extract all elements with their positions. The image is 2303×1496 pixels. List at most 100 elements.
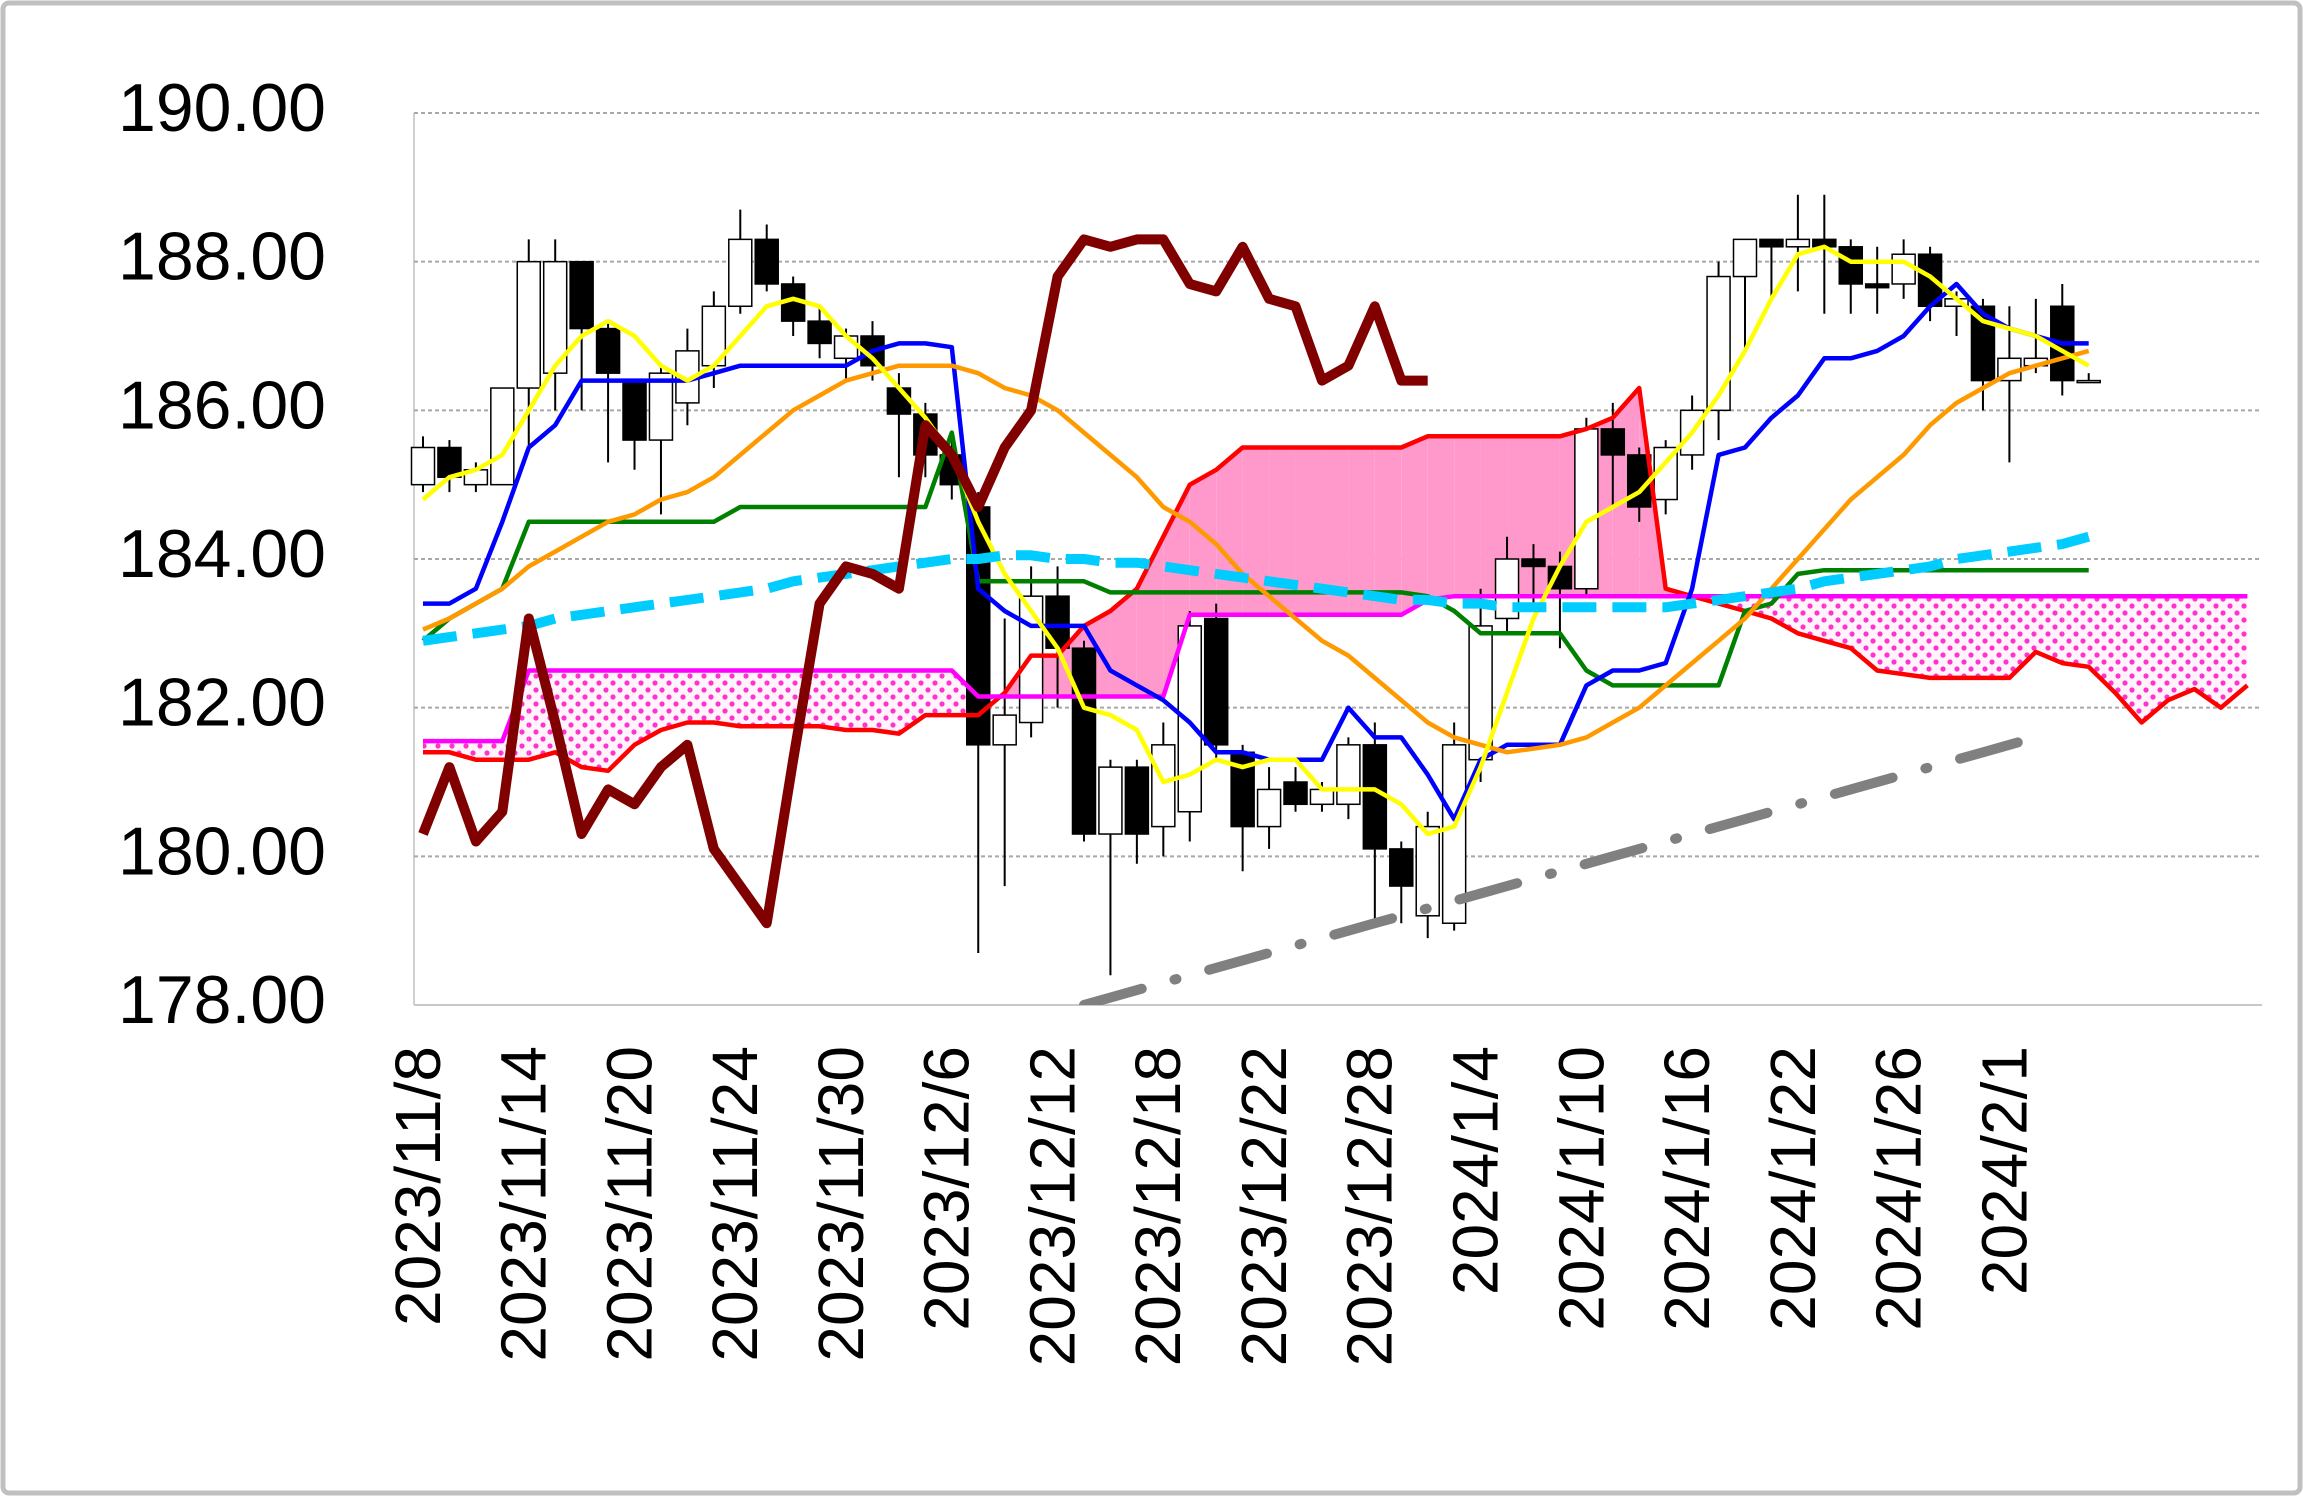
line-series <box>422 531 2091 646</box>
candle-body <box>1336 744 1361 806</box>
cloud-segment <box>2141 596 2169 723</box>
cloud-segment <box>1295 447 1322 615</box>
candle-body <box>1838 246 1864 285</box>
x-tick-label: 2023/12/28 <box>1334 1046 1406 1366</box>
candle-body <box>1600 428 1626 456</box>
cloud-segment <box>687 670 714 723</box>
x-tick-label: 2024/1/26 <box>1863 1046 1935 1331</box>
cloud-segment <box>1321 447 1349 615</box>
candle-body <box>1203 617 1229 746</box>
candle-body <box>648 372 674 441</box>
cloud-segment <box>2194 596 2221 708</box>
candle-body <box>1309 788 1335 806</box>
x-tick-label: 2024/1/22 <box>1757 1046 1829 1331</box>
x-tick-label: 2023/11/20 <box>593 1046 665 1362</box>
cloud-segment <box>1348 447 1375 615</box>
cloud-segment <box>1110 588 1137 697</box>
x-tick-label: 2023/11/30 <box>805 1046 877 1362</box>
candle-body <box>1283 781 1308 806</box>
cloud-segment <box>846 670 873 730</box>
cloud-segment <box>1480 436 1508 597</box>
cloud-segment <box>1771 596 1798 634</box>
candle-body <box>1098 766 1123 835</box>
line-series <box>423 593 2248 744</box>
cloud-segment <box>1877 596 1904 675</box>
cloud-segment <box>740 670 767 727</box>
line-series <box>423 385 2249 774</box>
cloud-segment <box>449 741 476 760</box>
cloud-segment <box>1956 596 1983 678</box>
line-series <box>1079 732 2041 1005</box>
candle-body <box>833 335 859 360</box>
candle-body <box>1441 744 1467 924</box>
cloud-segment <box>2168 596 2195 701</box>
candle-body <box>1256 788 1282 828</box>
candle-body <box>410 446 436 486</box>
x-tick-label: 2023/11/24 <box>699 1046 771 1362</box>
candle-body <box>569 260 594 330</box>
candle-body <box>1389 848 1414 887</box>
cloud-segment <box>872 670 899 734</box>
candle-body <box>516 260 542 389</box>
cloud-segment <box>766 670 794 727</box>
line-series <box>423 281 2089 822</box>
cloud-segment <box>1401 436 1428 615</box>
x-tick-label: 2023/11/14 <box>488 1046 560 1362</box>
candle-body <box>1071 647 1097 835</box>
cloud-segment <box>581 670 609 771</box>
candle-body <box>1521 558 1546 568</box>
cloud-segment <box>1507 436 1534 597</box>
candle-body <box>1177 625 1203 813</box>
cloud-segment <box>925 670 952 716</box>
cloud-segment <box>2220 596 2248 708</box>
cloud-segment <box>1797 596 1825 641</box>
cloud-segment <box>475 741 503 760</box>
candle-body <box>2076 379 2101 384</box>
candle-body <box>542 260 568 374</box>
cloud-segment <box>713 670 741 727</box>
x-tick-label: 2024/1/16 <box>1651 1046 1723 1331</box>
cloud-segment <box>2062 596 2089 667</box>
cloud-segment <box>423 741 450 753</box>
cloud-segment <box>634 670 661 745</box>
candle-body <box>1891 253 1916 285</box>
line-series <box>422 348 2090 755</box>
cloud-segment <box>1930 596 1957 678</box>
candle-body <box>1415 825 1440 917</box>
cloud-segment <box>1982 596 2010 678</box>
y-tick-label: 178.00 <box>118 962 326 1038</box>
candle-body <box>622 379 647 441</box>
cloud-segment <box>1903 596 1931 678</box>
cloud-segment <box>819 670 847 730</box>
y-tick-label: 190.00 <box>118 70 326 146</box>
cloud-segment <box>2115 596 2142 723</box>
cloud-segment <box>1189 469 1217 615</box>
candle-body <box>1759 238 1784 248</box>
cloud-segment <box>660 670 688 730</box>
x-tick-label: 2023/11/8 <box>382 1046 454 1326</box>
y-tick-label: 182.00 <box>118 665 326 741</box>
line-series <box>421 430 2089 688</box>
candle-body <box>1785 238 1811 248</box>
cloud-segment <box>1216 447 1243 615</box>
candle-body <box>1151 744 1176 828</box>
candle-body <box>992 714 1017 746</box>
candle-body <box>1864 283 1890 289</box>
candle-body <box>886 387 912 415</box>
candle-body <box>728 238 753 308</box>
cloud-segment <box>1427 436 1455 600</box>
y-tick-label: 184.00 <box>118 516 326 592</box>
candle-body <box>807 320 832 345</box>
x-tick-label: 2024/2/1 <box>1968 1046 2040 1295</box>
candle-body <box>1574 428 1599 590</box>
candle-body <box>595 327 621 374</box>
candle-body <box>1706 275 1731 412</box>
candle-body <box>490 387 515 486</box>
y-tick-label: 180.00 <box>118 813 326 889</box>
cloud-segment <box>1269 447 1296 615</box>
x-tick-label: 2024/1/4 <box>1440 1046 1512 1295</box>
y-tick-label: 186.00 <box>118 367 326 443</box>
line-series <box>418 234 1428 929</box>
x-tick-label: 2023/12/6 <box>911 1046 983 1331</box>
